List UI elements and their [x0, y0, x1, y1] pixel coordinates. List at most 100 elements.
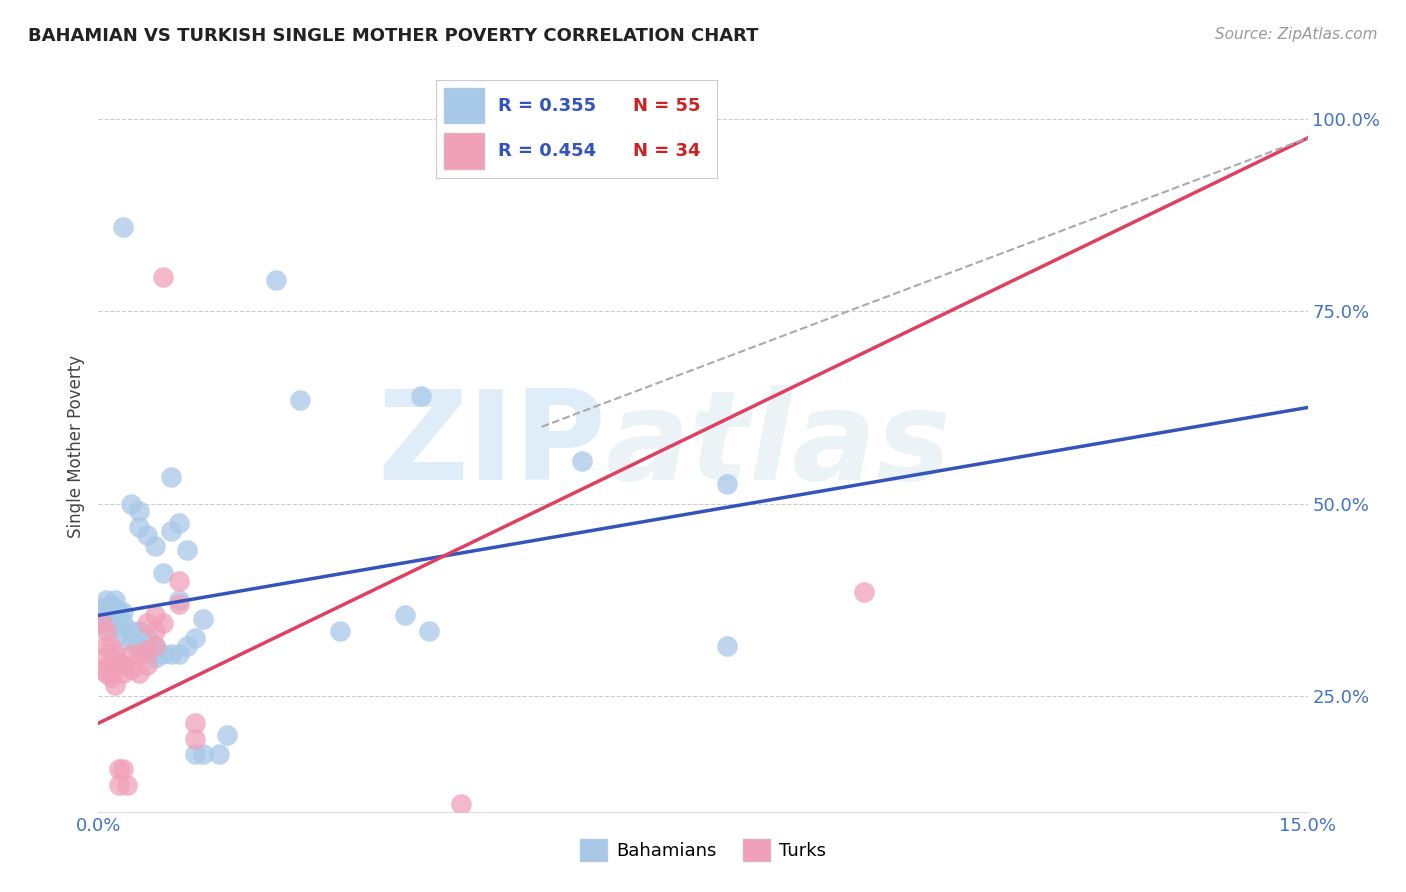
Point [120, 497, 142, 511]
Text: atlas: atlas [606, 385, 952, 507]
Point [103, 647, 125, 661]
Point [135, 616, 157, 631]
Point [152, 269, 174, 284]
Point [853, 585, 876, 599]
Point [184, 716, 207, 731]
Point [128, 624, 150, 638]
Point [96, 620, 118, 634]
Point [103, 658, 125, 673]
Point [450, 797, 472, 811]
Point [176, 543, 198, 558]
Point [100, 655, 122, 669]
Point [91, 608, 114, 623]
Point [100, 612, 122, 626]
Point [91, 662, 114, 676]
Text: N = 34: N = 34 [633, 142, 700, 160]
Text: Source: ZipAtlas.com: Source: ZipAtlas.com [1215, 27, 1378, 42]
Point [167, 593, 190, 607]
FancyBboxPatch shape [444, 133, 484, 169]
Point [96, 666, 118, 681]
Point [160, 524, 183, 538]
Text: N = 55: N = 55 [633, 97, 700, 115]
Point [103, 616, 125, 631]
Point [143, 539, 166, 553]
Point [143, 624, 166, 638]
Legend: Bahamians, Turks: Bahamians, Turks [572, 832, 834, 869]
Point [143, 639, 166, 653]
Text: BAHAMIAN VS TURKISH SINGLE MOTHER POVERTY CORRELATION CHART: BAHAMIAN VS TURKISH SINGLE MOTHER POVERT… [28, 27, 759, 45]
Point [135, 643, 157, 657]
Text: R = 0.454: R = 0.454 [498, 142, 596, 160]
Point [193, 747, 215, 761]
Point [152, 566, 174, 580]
Point [120, 647, 142, 661]
Point [288, 392, 311, 407]
Point [128, 639, 150, 653]
Point [100, 639, 122, 653]
Point [143, 639, 166, 653]
Point [128, 647, 150, 661]
Point [111, 605, 134, 619]
Point [96, 639, 118, 653]
Point [208, 747, 231, 761]
Point [111, 616, 134, 631]
Point [571, 454, 593, 468]
Point [184, 731, 207, 746]
Point [716, 639, 738, 653]
Point [128, 520, 150, 534]
Point [152, 616, 174, 631]
Point [135, 527, 157, 541]
Point [160, 470, 183, 484]
Point [107, 778, 129, 792]
Point [103, 593, 125, 607]
Point [167, 647, 190, 661]
Point [394, 608, 416, 623]
Point [135, 647, 157, 661]
Point [107, 605, 129, 619]
Point [143, 650, 166, 665]
Point [103, 608, 125, 623]
Point [128, 504, 150, 518]
Point [91, 600, 114, 615]
Point [120, 635, 142, 649]
Y-axis label: Single Mother Poverty: Single Mother Poverty [66, 354, 84, 538]
Point [409, 389, 432, 403]
Point [128, 666, 150, 681]
Point [143, 608, 166, 623]
FancyBboxPatch shape [444, 88, 484, 123]
Point [167, 597, 190, 611]
Point [111, 763, 134, 777]
Point [217, 728, 239, 742]
Point [100, 670, 122, 684]
Point [96, 605, 118, 619]
Point [111, 219, 134, 234]
Point [103, 678, 125, 692]
Point [167, 516, 190, 530]
Point [135, 658, 157, 673]
Point [103, 600, 125, 615]
Point [96, 593, 118, 607]
Point [111, 627, 134, 641]
Point [264, 273, 287, 287]
Point [120, 662, 142, 676]
Point [418, 624, 440, 638]
Point [193, 612, 215, 626]
Point [115, 778, 138, 792]
Point [184, 747, 207, 761]
Point [111, 658, 134, 673]
Point [111, 666, 134, 681]
Point [107, 655, 129, 669]
Point [329, 624, 352, 638]
Point [107, 620, 129, 634]
Point [167, 574, 190, 588]
Point [176, 639, 198, 653]
Point [152, 647, 174, 661]
Text: R = 0.355: R = 0.355 [498, 97, 596, 115]
Point [135, 632, 157, 646]
Point [120, 624, 142, 638]
Point [716, 477, 738, 491]
Point [100, 597, 122, 611]
Point [184, 632, 207, 646]
Text: ZIP: ZIP [378, 385, 606, 507]
Point [160, 647, 183, 661]
